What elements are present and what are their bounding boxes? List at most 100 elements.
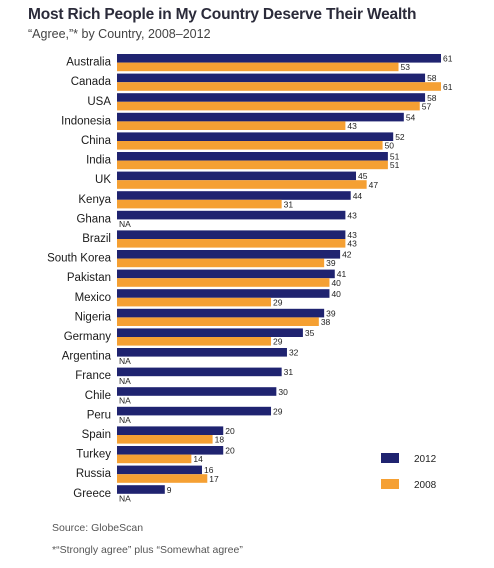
data-label: 51 [390, 160, 400, 170]
category-label: Greece [73, 488, 111, 500]
data-label: 32 [289, 348, 299, 358]
chart-subtitle: “Agree,”* by Country, 2008–2012 [28, 27, 211, 41]
bar-2012 [117, 367, 282, 377]
legend-label: 2012 [414, 454, 437, 465]
bar-2008 [117, 337, 272, 346]
bar-2012 [117, 308, 325, 318]
data-label: 31 [284, 199, 294, 209]
data-label: 18 [215, 435, 225, 445]
bar-2012 [117, 152, 388, 161]
bar-2008 [117, 101, 420, 111]
category-label: Russia [76, 468, 112, 480]
data-label: 38 [321, 317, 331, 327]
bar-2012 [117, 446, 224, 455]
bar-2012 [117, 269, 335, 279]
category-label: Turkey [76, 449, 111, 461]
bar-2012 [117, 171, 357, 181]
category-label: Brazil [82, 233, 111, 245]
footnote: *“Strongly agree” plus “Somewhat agree” [52, 544, 243, 556]
bar-2008 [117, 62, 399, 72]
category-label: Argentina [62, 351, 112, 363]
category-label: Mexico [75, 292, 111, 304]
data-label: 61 [443, 54, 453, 64]
data-label: 20 [225, 446, 235, 456]
bar-2008 [117, 278, 330, 287]
category-label: Germany [64, 331, 112, 343]
data-label: NA [119, 395, 131, 405]
data-label: 30 [278, 387, 288, 397]
category-label: Ghana [76, 213, 111, 225]
bar-2012 [117, 93, 426, 102]
data-label: 39 [326, 308, 336, 318]
data-label: 14 [193, 454, 203, 464]
data-label: NA [119, 356, 131, 366]
data-label: 35 [305, 328, 315, 338]
bar-2012 [117, 54, 441, 63]
bar-2008 [117, 199, 282, 209]
bar-2008 [117, 239, 346, 248]
data-label: 29 [273, 337, 283, 347]
data-label: 52 [395, 132, 405, 142]
data-label: 53 [401, 62, 411, 72]
bar-2008 [117, 160, 388, 170]
category-label: Pakistan [67, 272, 111, 284]
data-label: 43 [347, 210, 357, 220]
data-label: 57 [422, 101, 432, 111]
category-label: South Korea [47, 253, 112, 265]
data-label: NA [119, 376, 131, 386]
bar-2012 [117, 348, 287, 357]
data-label: 43 [347, 121, 357, 131]
bar-2008 [117, 258, 325, 268]
legend-swatch-2008 [381, 479, 399, 489]
data-label: 31 [284, 367, 294, 377]
bar-2012 [117, 132, 394, 141]
data-label: 39 [326, 258, 336, 268]
legend-swatch-2012 [381, 453, 399, 463]
category-label: Australia [66, 57, 111, 69]
bar-2008 [117, 180, 367, 189]
category-label: Nigeria [75, 311, 112, 323]
bar-2012 [117, 210, 346, 220]
data-label: 58 [427, 93, 437, 103]
bar-2012 [117, 73, 426, 83]
data-label: 47 [369, 180, 379, 190]
data-label: NA [119, 493, 131, 503]
category-label: UK [95, 174, 111, 186]
category-label: Chile [85, 390, 111, 402]
category-label: Spain [82, 429, 111, 441]
legend-label: 2008 [414, 480, 437, 491]
bar-2012 [117, 387, 277, 396]
bar-2008 [117, 454, 192, 464]
data-label: 54 [406, 112, 416, 122]
data-label: 61 [443, 82, 453, 92]
bar-2008 [117, 121, 346, 130]
bar-2012 [117, 112, 404, 122]
category-label: India [86, 155, 112, 167]
bar-2012 [117, 426, 224, 435]
bar-2008 [117, 435, 213, 444]
data-label: 41 [337, 269, 347, 279]
bar-2008 [117, 317, 319, 326]
data-label: NA [119, 219, 131, 229]
bar-2012 [117, 250, 341, 259]
bar-2012 [117, 191, 351, 200]
bar-2012 [117, 328, 303, 337]
bar-2012 [117, 485, 165, 494]
data-label: 58 [427, 73, 437, 83]
bar-2012 [117, 406, 272, 416]
data-label: 45 [358, 171, 368, 181]
data-label: 16 [204, 465, 214, 475]
bar-2008 [117, 82, 441, 91]
bar-2008 [117, 141, 383, 150]
category-label: China [81, 135, 112, 147]
bar-2012 [117, 465, 202, 475]
data-label: 20 [225, 426, 235, 436]
data-label: 44 [353, 191, 363, 201]
chart-title: Most Rich People in My Country Deserve T… [28, 6, 417, 23]
data-label: 51 [390, 152, 400, 162]
category-label: USA [87, 96, 111, 108]
data-label: 9 [167, 485, 172, 495]
category-label: Kenya [78, 194, 111, 206]
data-label: 43 [347, 230, 357, 240]
